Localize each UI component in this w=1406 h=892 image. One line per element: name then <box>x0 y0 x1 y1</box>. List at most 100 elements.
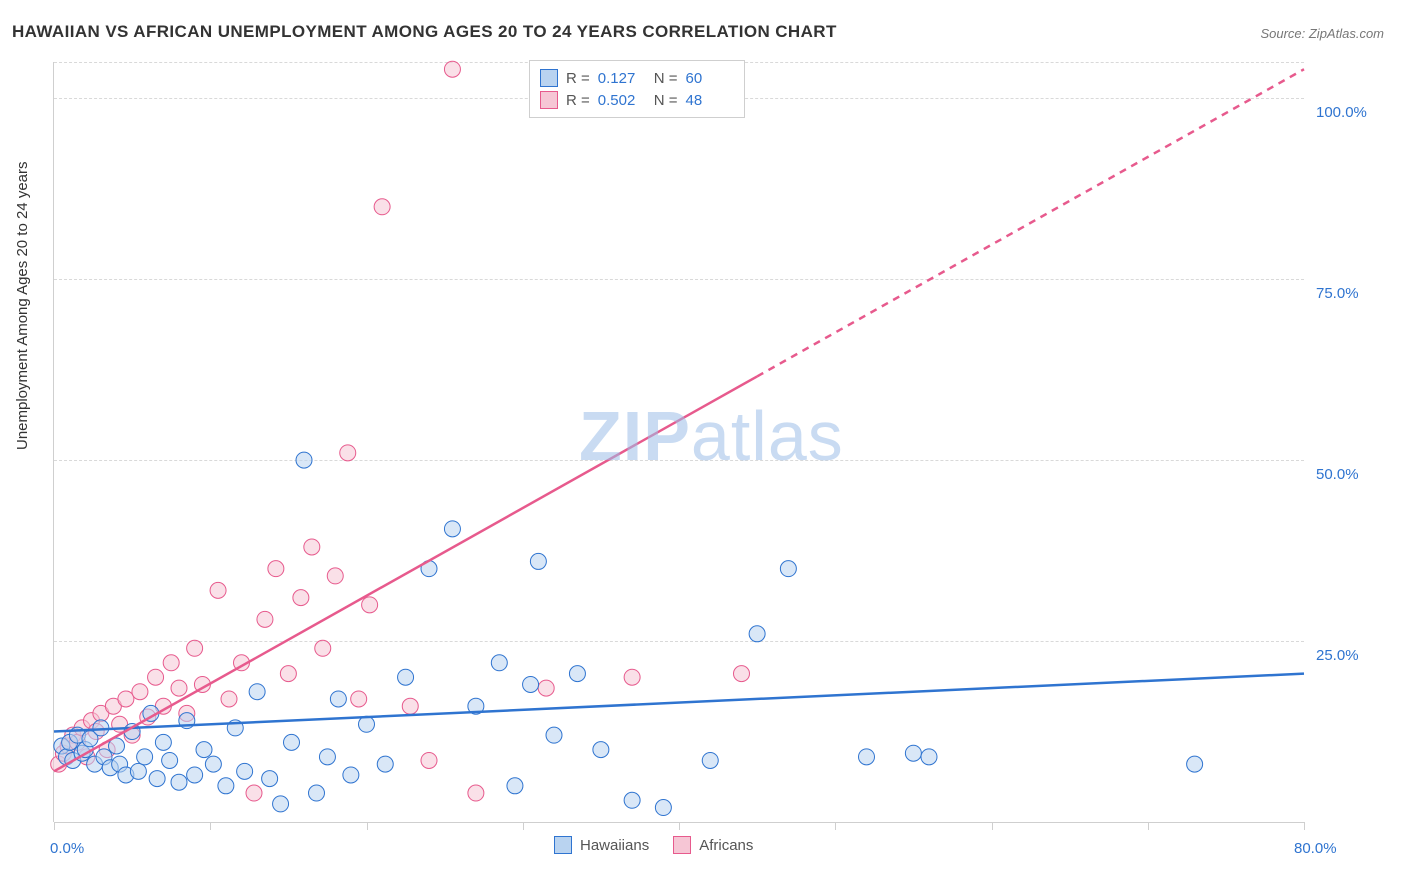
africans-trendline-dashed <box>757 69 1304 376</box>
africans-point <box>210 582 226 598</box>
africans-point <box>171 680 187 696</box>
r-label: R = <box>566 70 590 87</box>
hawaiians-point <box>398 669 414 685</box>
pink-swatch-icon <box>540 91 558 109</box>
hawaiians-trendline <box>54 674 1304 732</box>
r-value: 0.127 <box>598 70 646 87</box>
africans-point <box>624 669 640 685</box>
hawaiians-point <box>187 767 203 783</box>
hawaiians-point <box>171 774 187 790</box>
hawaiians-point <box>237 763 253 779</box>
chart-title: HAWAIIAN VS AFRICAN UNEMPLOYMENT AMONG A… <box>12 22 837 42</box>
hawaiians-point <box>359 716 375 732</box>
hawaiians-point <box>569 666 585 682</box>
hawaiians-point <box>377 756 393 772</box>
hawaiians-point <box>130 763 146 779</box>
y-tick-label: 100.0% <box>1316 104 1367 121</box>
hawaiians-point <box>491 655 507 671</box>
source-attribution: Source: ZipAtlas.com <box>1260 26 1384 41</box>
africans-point <box>538 680 554 696</box>
africans-point <box>246 785 262 801</box>
y-tick-label: 50.0% <box>1316 466 1359 483</box>
africans-point <box>402 698 418 714</box>
hawaiians-point <box>296 452 312 468</box>
hawaiians-point <box>749 626 765 642</box>
hawaiians-point <box>655 800 671 816</box>
x-tick <box>54 822 55 830</box>
hawaiians-point <box>273 796 289 812</box>
blue-swatch-icon <box>554 836 572 854</box>
blue-swatch-icon <box>540 69 558 87</box>
hawaiians-point <box>702 752 718 768</box>
n-label: N = <box>654 92 678 109</box>
africans-point <box>304 539 320 555</box>
africans-point <box>315 640 331 656</box>
africans-point <box>280 666 296 682</box>
hawaiians-point <box>624 792 640 808</box>
africans-point <box>163 655 179 671</box>
y-axis-label: Unemployment Among Ages 20 to 24 years <box>14 161 31 450</box>
x-tick-label: 80.0% <box>1294 840 1337 857</box>
pink-swatch-icon <box>673 836 691 854</box>
legend-label: Hawaiians <box>580 837 649 854</box>
hawaiians-point <box>218 778 234 794</box>
africans-point <box>374 199 390 215</box>
hawaiians-point <box>149 771 165 787</box>
africans-point <box>421 752 437 768</box>
x-tick <box>367 822 368 830</box>
y-tick-label: 75.0% <box>1316 285 1359 302</box>
africans-point <box>148 669 164 685</box>
legend-item-hawaiians: Hawaiians <box>554 836 649 854</box>
hawaiians-point <box>137 749 153 765</box>
correlation-legend-row: R =0.127N =60 <box>540 67 734 89</box>
hawaiians-point <box>319 749 335 765</box>
hawaiians-point <box>330 691 346 707</box>
africans-point <box>268 561 284 577</box>
hawaiians-point <box>780 561 796 577</box>
x-tick <box>992 822 993 830</box>
legend-label: Africans <box>699 837 753 854</box>
africans-point <box>118 691 134 707</box>
africans-point <box>257 611 273 627</box>
x-tick <box>1148 822 1149 830</box>
africans-point <box>351 691 367 707</box>
africans-point <box>362 597 378 613</box>
x-tick <box>523 822 524 830</box>
x-tick-label: 0.0% <box>50 840 84 857</box>
hawaiians-point <box>921 749 937 765</box>
hawaiians-point <box>309 785 325 801</box>
africans-point <box>468 785 484 801</box>
africans-point <box>340 445 356 461</box>
x-tick <box>210 822 211 830</box>
x-tick <box>835 822 836 830</box>
africans-point <box>187 640 203 656</box>
hawaiians-point <box>593 742 609 758</box>
r-value: 0.502 <box>598 92 646 109</box>
hawaiians-point <box>530 553 546 569</box>
hawaiians-point <box>343 767 359 783</box>
n-value: 48 <box>686 92 734 109</box>
hawaiians-point <box>523 676 539 692</box>
n-value: 60 <box>686 70 734 87</box>
r-label: R = <box>566 92 590 109</box>
series-legend: Hawaiians Africans <box>554 836 753 854</box>
hawaiians-point <box>507 778 523 794</box>
hawaiians-point <box>859 749 875 765</box>
hawaiians-point <box>162 752 178 768</box>
hawaiians-point <box>1187 756 1203 772</box>
africans-point <box>327 568 343 584</box>
x-tick <box>1304 822 1305 830</box>
legend-item-africans: Africans <box>673 836 753 854</box>
hawaiians-point <box>262 771 278 787</box>
hawaiians-point <box>205 756 221 772</box>
hawaiians-point <box>249 684 265 700</box>
scatter-chart: 25.0%50.0%75.0%100.0%0.0%80.0% <box>54 62 1304 822</box>
hawaiians-point <box>546 727 562 743</box>
africans-point <box>132 684 148 700</box>
correlation-legend-row: R = 0.502 N = 48 <box>540 89 734 111</box>
africans-point <box>734 666 750 682</box>
hawaiians-point <box>444 521 460 537</box>
hawaiians-point <box>284 734 300 750</box>
correlation-legend: R = 0.127 N = 60 R = 0.502 N = 48 <box>529 60 745 118</box>
africans-point <box>293 590 309 606</box>
